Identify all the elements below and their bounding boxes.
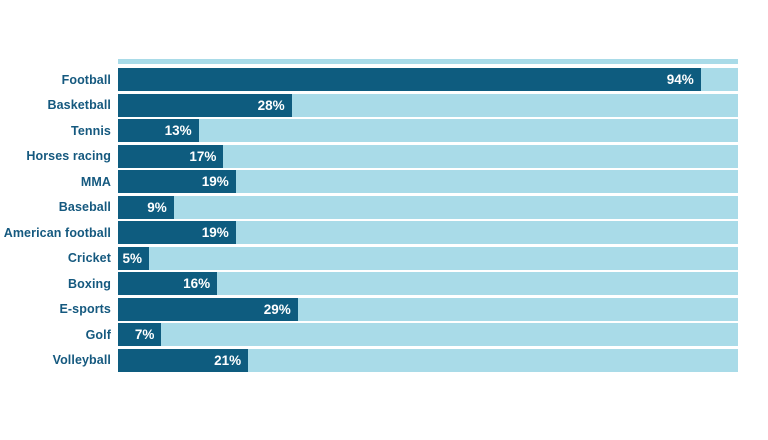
- value-label: 16%: [183, 276, 211, 291]
- category-label: American football: [3, 225, 111, 240]
- bar-track: 7%: [118, 323, 738, 346]
- bar: 9%: [118, 195, 174, 219]
- value-label: 19%: [201, 174, 229, 189]
- chart-row: E-sports 29%: [0, 297, 768, 321]
- bar: 19%: [118, 170, 236, 193]
- category-label: Boxing: [68, 276, 111, 291]
- bar: 5%: [118, 246, 149, 270]
- category-label: Cricket: [67, 251, 111, 265]
- category-label: Golf: [85, 327, 111, 342]
- bar-track: 5%: [118, 246, 738, 270]
- bar: 13%: [118, 119, 199, 142]
- category-label: MMA: [80, 174, 111, 189]
- bar-track: 19%: [118, 170, 738, 193]
- chart-row: Boxing 16%: [0, 272, 768, 295]
- chart-row: Basketball 28%: [0, 93, 768, 117]
- bar-track: 94%: [118, 68, 738, 91]
- value-label: 94%: [666, 72, 694, 87]
- bar: 94%: [118, 68, 701, 91]
- value-label: 21%: [214, 352, 242, 368]
- bar: 28%: [118, 93, 292, 117]
- category-label: Horses racing: [26, 149, 111, 163]
- category-label: Baseball: [58, 200, 111, 214]
- value-label: 9%: [147, 199, 167, 215]
- chart-row: Football 94%: [0, 68, 768, 91]
- chart-row: MMA 19%: [0, 170, 768, 193]
- bar: 29%: [118, 297, 298, 321]
- category-label: Tennis: [71, 123, 111, 138]
- category-label: Basketball: [47, 98, 111, 112]
- category-label: Volleyball: [52, 353, 111, 367]
- value-label: 7%: [134, 327, 155, 342]
- category-label: Football: [61, 72, 111, 87]
- bar-track: 19%: [118, 221, 738, 244]
- bar-track: 21%: [118, 348, 738, 372]
- chart-row: Golf 7%: [0, 323, 768, 346]
- bar: 7%: [118, 323, 162, 346]
- chart-row: Cricket 5%: [0, 246, 768, 270]
- chart-rows: Football 94% Basketball 28% Tennis 13% H…: [0, 68, 768, 374]
- bar-track: 28%: [118, 93, 738, 117]
- value-label: 29%: [263, 301, 291, 317]
- bar: 21%: [118, 348, 249, 372]
- category-label: E-sports: [59, 302, 111, 316]
- chart-row: Volleyball 21%: [0, 348, 768, 372]
- value-label: 13%: [164, 123, 192, 138]
- bar-track: 9%: [118, 195, 738, 219]
- value-label: 28%: [257, 97, 285, 113]
- chart-row: American football 19%: [0, 221, 768, 244]
- bar-track: 29%: [118, 297, 738, 321]
- chart-row: Horses racing 17%: [0, 144, 768, 168]
- bar: 16%: [118, 272, 218, 295]
- bar-track: 17%: [118, 144, 738, 168]
- partial-row-sliver: [118, 59, 738, 64]
- value-label: 19%: [201, 225, 229, 240]
- value-label: 17%: [189, 148, 217, 164]
- chart-row: Baseball 9%: [0, 195, 768, 219]
- bar-track: 16%: [118, 272, 738, 295]
- value-label: 5%: [122, 250, 142, 266]
- bar-track: 13%: [118, 119, 738, 142]
- bar: 19%: [118, 221, 236, 244]
- bar: 17%: [118, 144, 224, 168]
- chart-row: Tennis 13%: [0, 119, 768, 142]
